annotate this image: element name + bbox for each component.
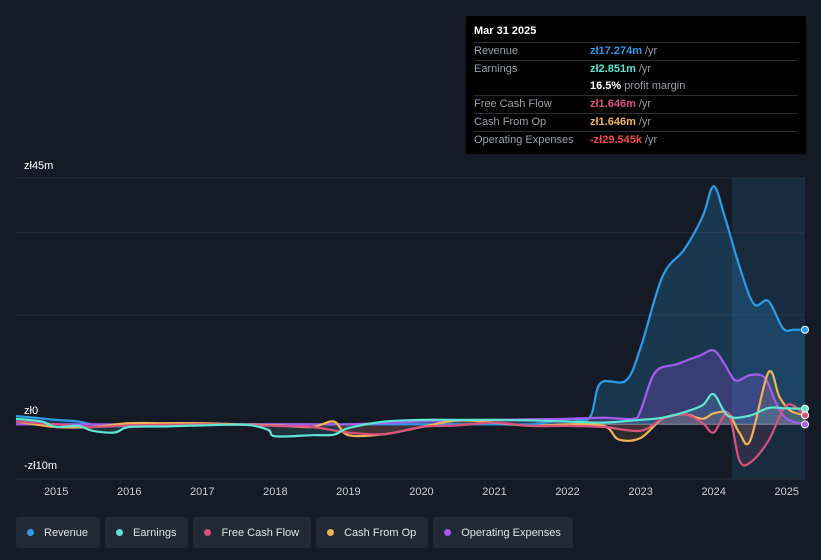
series-line-free-cash-flow [15,403,806,467]
legend-dot-icon [327,529,335,536]
tooltip-date: Mar 31 2025 [474,25,537,37]
legend-label: Free Cash Flow [221,526,300,539]
legend-dot-icon [444,529,452,536]
legend-item-revenue[interactable]: Revenue [16,517,101,548]
x-tick-label: 2015 [44,486,68,498]
tooltip-label: Revenue [474,45,519,57]
tooltip-unit: profit margin [624,80,686,92]
tooltip-row-operating-expenses: Operating Expenses -zł29.545k /yr [474,131,798,149]
series-end-point-revenue [801,325,809,334]
x-tick-label: 2020 [409,486,433,498]
x-tick-label: 2021 [482,486,506,498]
tooltip-value: zł1.646m [590,98,636,110]
x-tick-label: 2017 [190,486,214,498]
tooltip-label: Cash From Op [474,116,547,128]
legend: Revenue Earnings Free Cash Flow Cash Fro… [16,517,573,548]
tooltip-unit: /yr [638,63,652,75]
legend-label: Earnings [133,526,177,539]
x-tick-label: 2019 [336,486,360,498]
tooltip-value: zł1.646m [590,116,636,128]
legend-item-earnings[interactable]: Earnings [105,517,189,548]
tooltip-row-free-cash-flow: Free Cash Flow zł1.646m /yr [474,95,798,113]
x-tick-label: 2018 [263,486,287,498]
x-tick-label: 2023 [628,486,652,498]
tooltip-row-revenue: Revenue zł17.274m /yr [474,42,798,60]
tooltip-row-earnings: Earnings zł2.851m /yr [474,60,798,78]
tooltip-value: zł2.851m [590,63,636,75]
tooltip-unit: /yr [638,98,652,110]
x-tick-label: 2022 [555,486,579,498]
legend-dot-icon [116,529,124,536]
tooltip-value: zł17.274m [590,45,642,57]
x-tick-label: 2024 [701,486,725,498]
tooltip-unit: /yr [638,116,652,128]
tooltip-value: -zł29.545k [590,134,642,146]
tooltip-unit: /yr [644,45,658,57]
legend-item-operating-expenses[interactable]: Operating Expenses [433,517,573,548]
tooltip-unit: /yr [644,134,658,146]
y-tick-label-top: zł45m [24,160,54,172]
tooltip-label [474,78,590,95]
legend-item-cash-from-op[interactable]: Cash From Op [316,517,429,548]
legend-label: Revenue [44,526,89,539]
y-tick-label-zero: zł0 [24,405,39,417]
highlight-band [731,178,805,479]
series-area-operating-expenses [16,350,805,425]
tooltip-panel: Mar 31 2025 Revenue zł17.274m /yr Earnin… [466,16,806,154]
y-tick-label-bottom: -zł10m [24,460,58,472]
tooltip-label: Operating Expenses [474,134,574,146]
series-end-point-operating-expenses [801,420,809,429]
legend-label: Cash From Op [344,526,417,539]
tooltip-label: Free Cash Flow [474,98,552,110]
series-end-point-free-cash-flow [801,411,809,420]
series-area-revenue [16,186,805,427]
series-line-earnings [15,392,806,438]
tooltip-value: 16.5% [590,80,622,92]
legend-item-free-cash-flow[interactable]: Free Cash Flow [193,517,312,548]
tooltip-row-profit-margin: 16.5% profit margin [474,78,798,95]
x-tick-label: 2016 [117,486,141,498]
series-area-cash-from-op [16,370,805,445]
legend-dot-icon [27,529,34,536]
x-tick-label: 2025 [774,486,798,498]
legend-dot-icon [204,529,212,536]
legend-label: Operating Expenses [461,526,561,539]
series-end-point-earnings [801,404,809,413]
tooltip-label: Earnings [474,63,518,75]
tooltip-row-cash-from-op: Cash From Op zł1.646m /yr [474,113,798,131]
